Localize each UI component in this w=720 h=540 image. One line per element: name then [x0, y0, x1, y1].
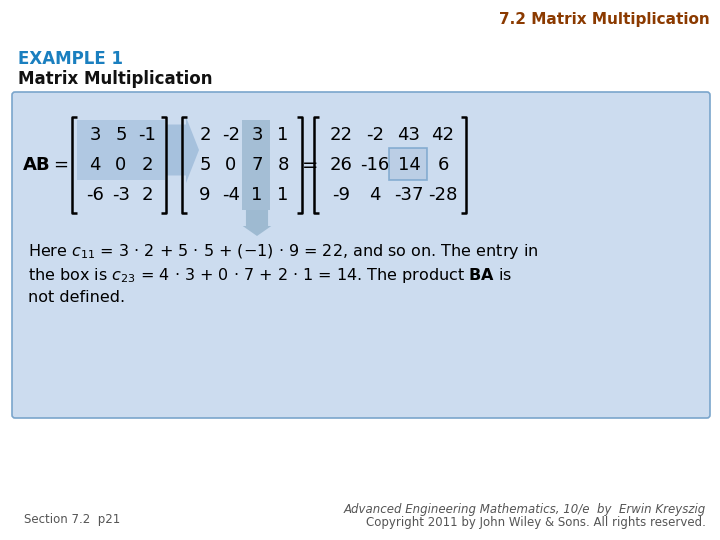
- Text: the box is $c_{23}$ = 4 $\cdot$ 3 + 0 $\cdot$ 7 + 2 $\cdot$ 1 = 14. The product : the box is $c_{23}$ = 4 $\cdot$ 3 + 0 $\…: [28, 266, 513, 285]
- Text: 1: 1: [251, 186, 263, 204]
- Text: 43: 43: [397, 126, 420, 144]
- Text: -2: -2: [222, 126, 240, 144]
- Text: 7: 7: [251, 156, 263, 174]
- Text: Section 7.2  p21: Section 7.2 p21: [24, 514, 120, 526]
- Text: 22: 22: [330, 126, 353, 144]
- Text: 0: 0: [225, 156, 237, 174]
- Text: 3: 3: [251, 126, 263, 144]
- FancyBboxPatch shape: [389, 148, 427, 180]
- Text: 42: 42: [431, 126, 454, 144]
- Text: 2: 2: [141, 186, 153, 204]
- FancyArrow shape: [166, 117, 199, 183]
- Text: 2: 2: [141, 156, 153, 174]
- Text: not defined.: not defined.: [28, 290, 125, 305]
- Text: =: =: [302, 156, 318, 174]
- Text: 1: 1: [277, 126, 289, 144]
- Text: -6: -6: [86, 186, 104, 204]
- Text: -37: -37: [395, 186, 424, 204]
- Text: 14: 14: [397, 156, 420, 174]
- Text: 3: 3: [89, 126, 101, 144]
- Text: 5: 5: [115, 126, 127, 144]
- Text: 9: 9: [199, 186, 211, 204]
- Text: 5: 5: [199, 156, 211, 174]
- Text: 4: 4: [369, 186, 381, 204]
- FancyBboxPatch shape: [77, 120, 165, 180]
- Text: 0: 0: [115, 156, 127, 174]
- Text: Here $c_{11}$ = 3 $\cdot$ 2 + 5 $\cdot$ 5 + ($-$1) $\cdot$ 9 = 22, and so on. Th: Here $c_{11}$ = 3 $\cdot$ 2 + 5 $\cdot$ …: [28, 242, 539, 261]
- Text: $\mathbf{AB}=$: $\mathbf{AB}=$: [22, 156, 68, 174]
- Text: -3: -3: [112, 186, 130, 204]
- Text: -9: -9: [332, 186, 350, 204]
- Text: 6: 6: [437, 156, 449, 174]
- Text: -16: -16: [361, 156, 390, 174]
- Text: 26: 26: [330, 156, 352, 174]
- FancyBboxPatch shape: [12, 92, 710, 418]
- Text: 2: 2: [199, 126, 211, 144]
- Text: 7.2 Matrix Multiplication: 7.2 Matrix Multiplication: [499, 12, 710, 27]
- FancyBboxPatch shape: [242, 120, 270, 210]
- Text: Advanced Engineering Mathematics, 10/e  by  Erwin Kreyszig: Advanced Engineering Mathematics, 10/e b…: [343, 503, 706, 516]
- Text: Matrix Multiplication: Matrix Multiplication: [18, 70, 212, 88]
- Text: EXAMPLE 1: EXAMPLE 1: [18, 50, 123, 68]
- Text: 1: 1: [277, 186, 289, 204]
- Text: -2: -2: [366, 126, 384, 144]
- Text: Copyright 2011 by John Wiley & Sons. All rights reserved.: Copyright 2011 by John Wiley & Sons. All…: [366, 516, 706, 529]
- Text: -4: -4: [222, 186, 240, 204]
- Text: 8: 8: [277, 156, 289, 174]
- Text: 4: 4: [89, 156, 101, 174]
- FancyArrow shape: [243, 210, 271, 236]
- Text: -1: -1: [138, 126, 156, 144]
- Text: -28: -28: [428, 186, 458, 204]
